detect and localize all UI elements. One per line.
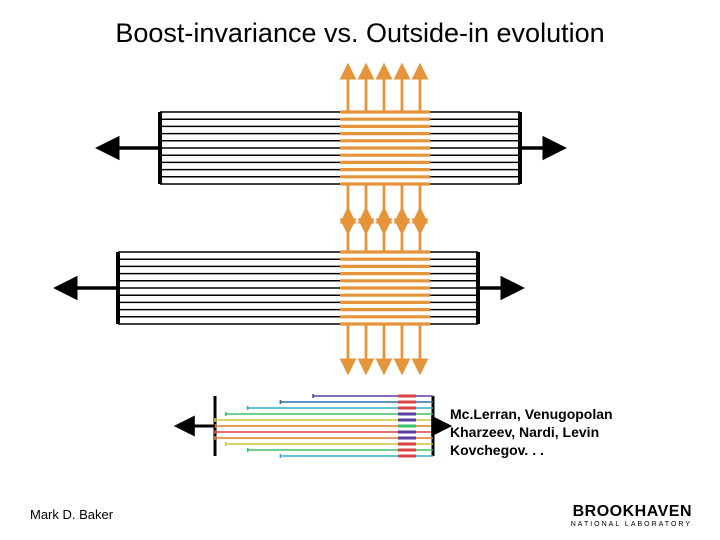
diagram-svg (0, 0, 720, 540)
